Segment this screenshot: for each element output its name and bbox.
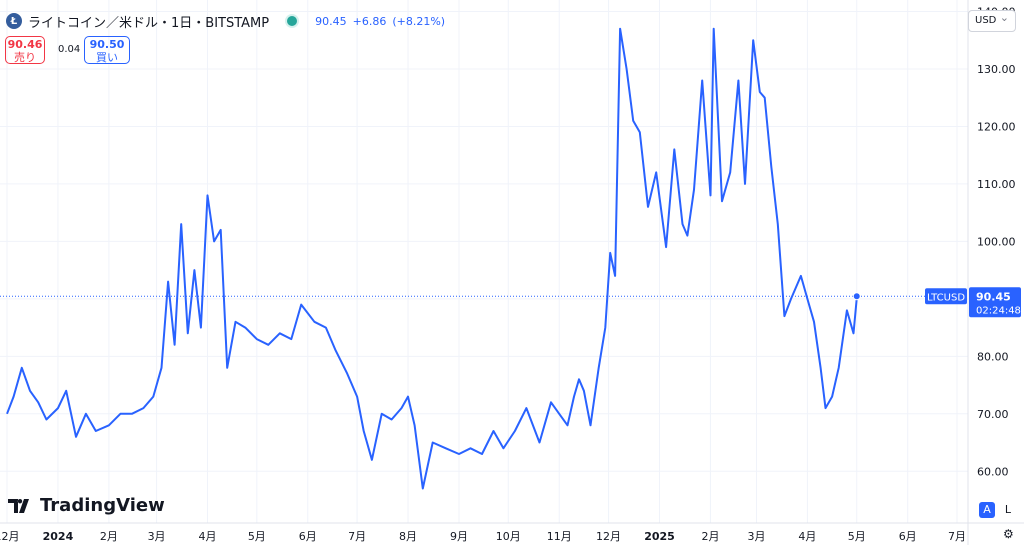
- symbol-tag: [925, 288, 967, 305]
- price-tag: [969, 287, 1021, 318]
- x-tick-label: 2月: [100, 530, 118, 543]
- price-tag-countdown: 02:24:48: [976, 305, 1021, 316]
- price-change: +6.86: [352, 14, 387, 28]
- y-tick-label: 130.00: [977, 63, 1016, 76]
- x-tick-label: 7月: [948, 530, 966, 543]
- log-scale-button[interactable]: L: [1004, 503, 1012, 516]
- tradingview-icon: [8, 498, 29, 513]
- x-tick-label: 2024: [43, 530, 74, 543]
- y-tick-label: 70.00: [977, 408, 1009, 421]
- market-open-icon: [285, 14, 300, 28]
- currency-selector[interactable]: USD: [968, 8, 1016, 32]
- litecoin-icon: Ł: [6, 13, 22, 29]
- symbol-title[interactable]: ライトコイン／米ドル・1日・BITSTAMP: [28, 15, 270, 31]
- y-tick-label: 60.00: [977, 465, 1009, 478]
- x-tick-label: 8月: [399, 530, 417, 543]
- y-tick-label: 120.00: [977, 120, 1016, 133]
- x-tick-label: 9月: [450, 530, 468, 543]
- x-tick-label: 2025: [644, 530, 675, 543]
- symbol-header[interactable]: Ł ライトコイン／米ドル・1日・BITSTAMP 90.45 +6.86 (+8…: [6, 10, 445, 32]
- spread-value: 0.04: [58, 44, 81, 55]
- x-tick-label: 6月: [899, 530, 917, 543]
- x-tick-label: 12月: [0, 530, 20, 543]
- sell-price: 90.46: [7, 38, 43, 51]
- buy-button[interactable]: 90.50 買い: [84, 36, 130, 64]
- x-tick-label: 7月: [348, 530, 366, 543]
- x-tick-label: 11月: [547, 530, 572, 543]
- x-tick-label: 12月: [596, 530, 621, 543]
- sell-label: 売り: [14, 51, 36, 64]
- last-price: 90.45: [315, 14, 347, 28]
- series-line-ltcusd: [6, 27, 858, 490]
- buy-price: 90.50: [89, 38, 125, 51]
- price-tag-value: 90.45: [976, 290, 1011, 303]
- y-tick-label: 110.00: [977, 178, 1016, 191]
- buy-label: 買い: [96, 51, 118, 64]
- x-tick-label: 10月: [496, 530, 521, 543]
- auto-scale-button[interactable]: A: [979, 502, 995, 518]
- symbol-tag-label: LTCUSD: [927, 292, 965, 303]
- x-tick-label: 3月: [747, 530, 765, 543]
- x-tick-label: 3月: [148, 530, 166, 543]
- x-tick-label: 4月: [798, 530, 816, 543]
- settings-gear-icon[interactable]: ⚙: [1003, 527, 1014, 541]
- y-tick-label: 100.00: [977, 235, 1016, 248]
- x-tick-label: 4月: [199, 530, 217, 543]
- x-tick-label: 5月: [248, 530, 266, 543]
- price-change-percent: (+8.21%): [392, 14, 446, 28]
- brand-name: TradingView: [40, 495, 165, 516]
- last-point-marker: [852, 292, 861, 301]
- sell-button[interactable]: 90.46 売り: [5, 36, 45, 64]
- y-tick-label: 80.00: [977, 350, 1009, 363]
- x-tick-label: 5月: [848, 530, 866, 543]
- tradingview-logo: TradingView: [8, 495, 165, 516]
- x-tick-label: 2月: [701, 530, 719, 543]
- x-tick-label: 6月: [299, 530, 317, 543]
